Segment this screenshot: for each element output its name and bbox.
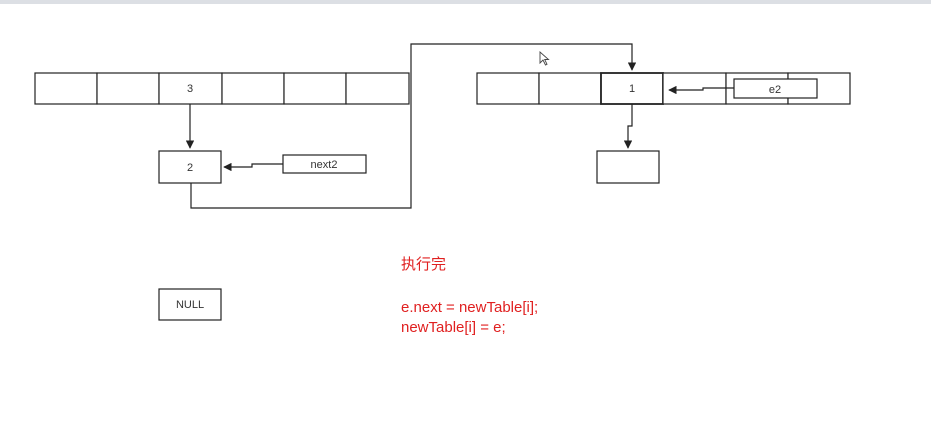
mouse-cursor-icon [539, 51, 550, 66]
left-table-cell-0 [34, 72, 98, 105]
node-next2: next2 [282, 154, 367, 174]
node-2-label: 2 [187, 162, 193, 174]
left-table-cell-3 [221, 72, 285, 105]
right-table-cell-1 [538, 72, 602, 105]
arrow-1-to-empty [623, 104, 633, 149]
node-empty [596, 150, 660, 184]
right-table-cell-0 [476, 72, 540, 105]
left-table-cell-2-label: 3 [187, 83, 193, 95]
annotation-line-1: e.next = newTable[i]; [401, 299, 539, 316]
left-table-cell-4 [283, 72, 347, 105]
node-e2: e2 [733, 78, 818, 99]
left-table-cell-5 [345, 72, 410, 105]
left-table-cell-1 [96, 72, 160, 105]
node-next2-label: next2 [311, 159, 338, 171]
annotation-line-2: newTable[i] = e; [401, 319, 506, 336]
node-null-label: NULL [176, 299, 204, 311]
node-e2-label: e2 [769, 84, 781, 96]
arrow-2-to-1 [190, 43, 637, 209]
left-table: 3 [34, 72, 410, 105]
arrow-e2-to-1 [668, 85, 734, 95]
window-top-bar [0, 0, 931, 4]
node-null: NULL [158, 288, 222, 321]
annotation-heading: 执行完 [401, 256, 447, 273]
right-table-cell-2-label: 1 [629, 83, 635, 95]
node-2: 2 [158, 150, 222, 184]
arrow-next2-to-2 [223, 162, 283, 172]
